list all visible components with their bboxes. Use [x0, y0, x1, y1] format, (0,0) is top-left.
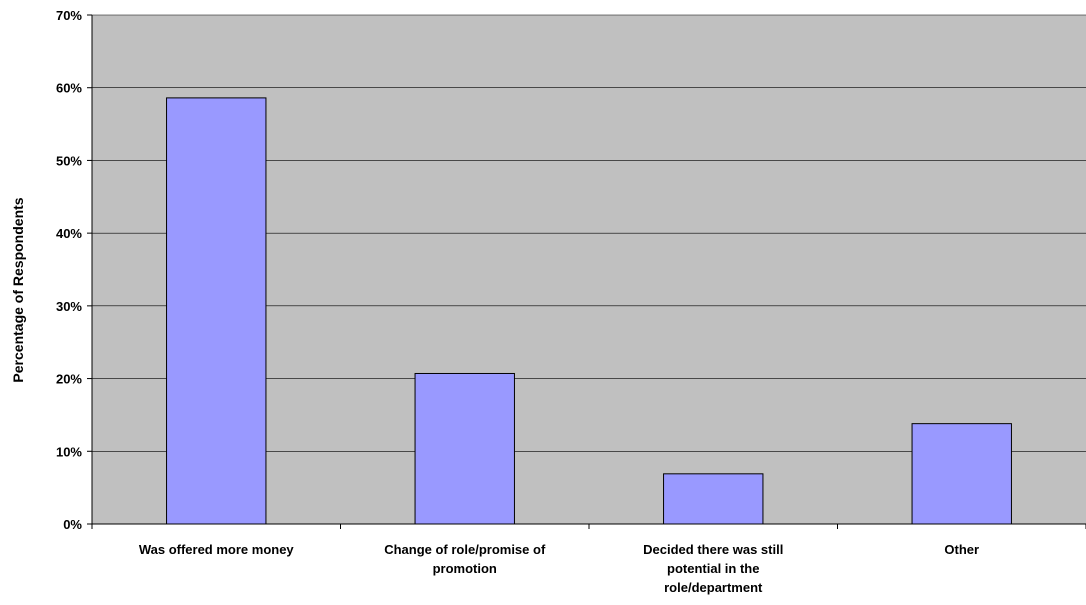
category-label: Was offered more money	[139, 542, 295, 557]
bar	[166, 97, 267, 525]
category-label: Other	[944, 542, 979, 557]
y-axis-title: Percentage of Respondents	[10, 197, 26, 382]
bar	[414, 372, 515, 525]
y-tick-labels: 0% 10% 20% 30% 40% 50% 60% 70%	[56, 8, 92, 532]
y-tick-label: 10%	[56, 444, 82, 459]
y-tick-label: 30%	[56, 299, 82, 314]
x-tick-marks	[91, 524, 1086, 529]
y-tick-label: 50%	[56, 153, 82, 168]
category-labels: Was offered more money Change of role/pro…	[139, 542, 979, 595]
bar	[663, 473, 764, 525]
bar	[911, 423, 1012, 525]
category-label: Decided there was still potential in the r…	[643, 542, 783, 595]
y-tick-label: 0%	[63, 517, 82, 532]
y-tick-label: 70%	[56, 8, 82, 23]
y-tick-label: 60%	[56, 81, 82, 96]
y-tick-label: 20%	[56, 372, 82, 387]
category-label: Change of role/promise of promotion	[384, 542, 546, 576]
y-tick-label: 40%	[56, 226, 82, 241]
